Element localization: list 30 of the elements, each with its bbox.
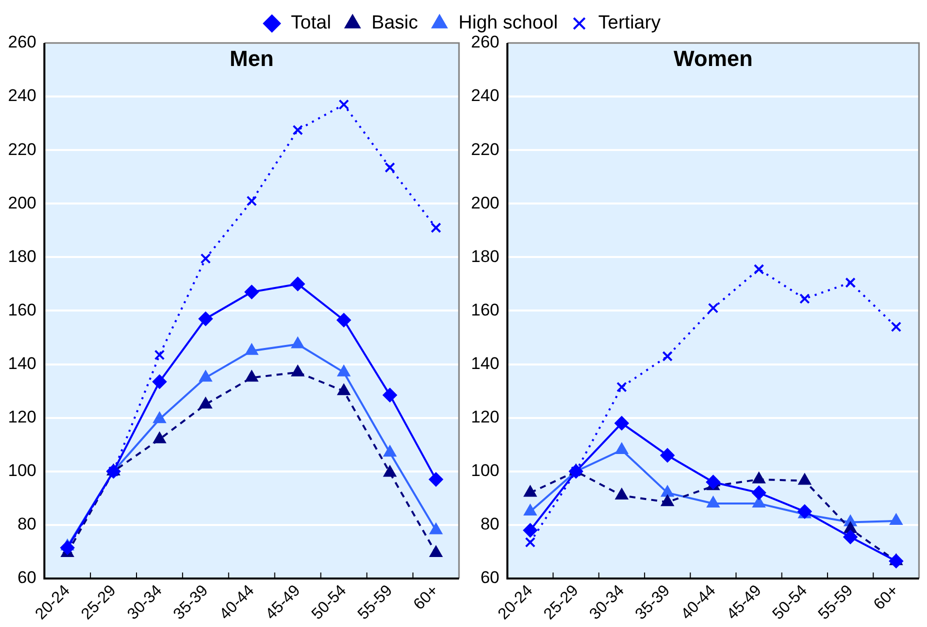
y-tick-label: 240 [8, 86, 36, 106]
chart-title: Men [230, 46, 274, 72]
y-tick-label: 180 [470, 246, 500, 266]
y-tick-label: 140 [8, 354, 36, 373]
legend-label: Total [290, 12, 332, 34]
y-tick-label: 60 [480, 568, 500, 588]
y-tick-label: 80 [480, 514, 500, 534]
y-tick-label: 80 [17, 514, 36, 534]
y-tick-label: 100 [8, 461, 36, 480]
x-tick-label: 60+ [410, 582, 442, 614]
y-tick-label: 160 [470, 300, 500, 320]
y-tick-label: 120 [470, 408, 500, 427]
y-tick-label: 240 [470, 86, 500, 106]
y-tick-label: 100 [470, 461, 500, 480]
legend-label: Basic [372, 12, 418, 34]
legend-label: Tertiary [598, 12, 662, 34]
y-tick-label: 140 [470, 354, 500, 373]
y-tick-label: 180 [8, 246, 36, 266]
y-tick-label: 260 [470, 32, 500, 52]
y-tick-label: 200 [470, 193, 500, 212]
y-tick-label: 60 [17, 568, 36, 588]
y-tick-label: 260 [8, 32, 36, 52]
legend-label: High school [458, 12, 558, 34]
chart-title: Women [674, 46, 753, 72]
y-tick-label: 200 [8, 193, 36, 212]
y-tick-label: 220 [8, 140, 36, 159]
y-tick-label: 160 [8, 300, 36, 320]
y-tick-label: 120 [8, 408, 36, 427]
y-tick-label: 220 [470, 140, 500, 159]
x-tick-label: 60+ [870, 582, 902, 614]
